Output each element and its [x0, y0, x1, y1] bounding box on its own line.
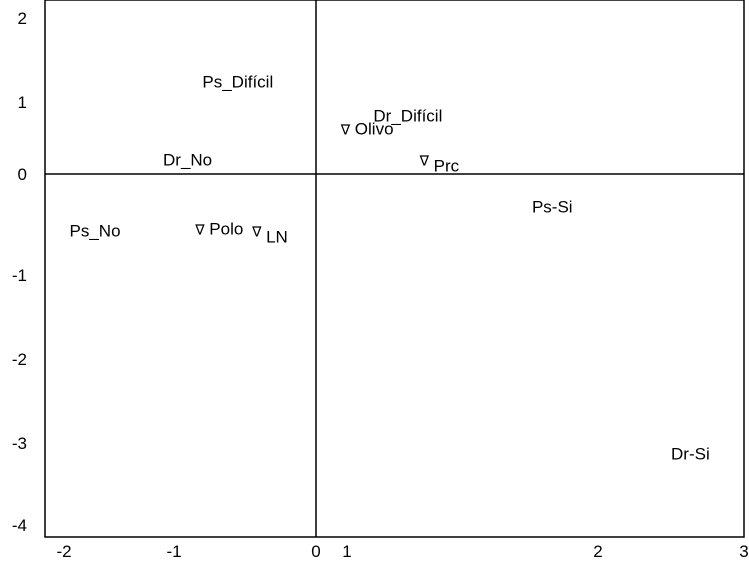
x-axis-tick-labels: -2 -1 0 1 2 3	[56, 542, 748, 561]
point-label: Dr_No	[163, 150, 212, 169]
plot-frame	[44, 0, 745, 538]
x-tick-label: -1	[166, 542, 181, 561]
triangle-marker-icon: ∇	[251, 224, 262, 240]
y-tick-label: 0	[18, 165, 27, 184]
x-tick-label: 3	[739, 542, 748, 561]
triangle-marker-icon: ∇	[419, 152, 430, 168]
triangle-marker-icon: ∇	[340, 121, 351, 137]
data-point: Dr-Si	[671, 444, 710, 463]
y-tick-label: -2	[12, 350, 27, 369]
point-label: Dr_Difícil	[373, 106, 442, 125]
point-label: Olivo	[355, 119, 394, 138]
y-tick-label: -4	[12, 516, 27, 535]
point-label: Polo	[209, 220, 243, 239]
data-point: Dr_No	[163, 150, 212, 169]
x-tick-label: 0	[311, 542, 320, 561]
data-point: Ps-Si	[532, 197, 573, 216]
x-tick-label: -2	[56, 542, 71, 561]
x-tick-label: 1	[342, 542, 351, 561]
triangle-marker-icon: ∇	[194, 222, 205, 238]
y-tick-label: -1	[12, 266, 27, 285]
data-point: ∇ Polo	[194, 220, 243, 239]
point-label: Dr-Si	[671, 444, 710, 463]
data-point: Ps_No	[70, 222, 121, 241]
y-tick-label: 2	[18, 9, 27, 28]
y-tick-label: -3	[12, 434, 27, 453]
point-label: Prc	[434, 156, 460, 175]
data-point: ∇ Olivo	[340, 119, 394, 138]
data-point: Ps_Difícil	[202, 73, 273, 92]
point-label: LN	[266, 228, 288, 247]
reference-lines	[45, 0, 744, 537]
y-axis-tick-labels: 2 1 0 -1 -2 -3 -4	[12, 9, 27, 535]
point-label: Ps-Si	[532, 197, 573, 216]
data-point: ∇ Prc	[419, 152, 460, 175]
x-tick-label: 2	[593, 542, 602, 561]
point-label: Ps_Difícil	[202, 73, 273, 92]
data-point: Dr_Difícil	[373, 106, 442, 125]
data-point: ∇ LN	[251, 224, 288, 247]
y-tick-label: 1	[18, 93, 27, 112]
point-label: Ps_No	[70, 222, 121, 241]
